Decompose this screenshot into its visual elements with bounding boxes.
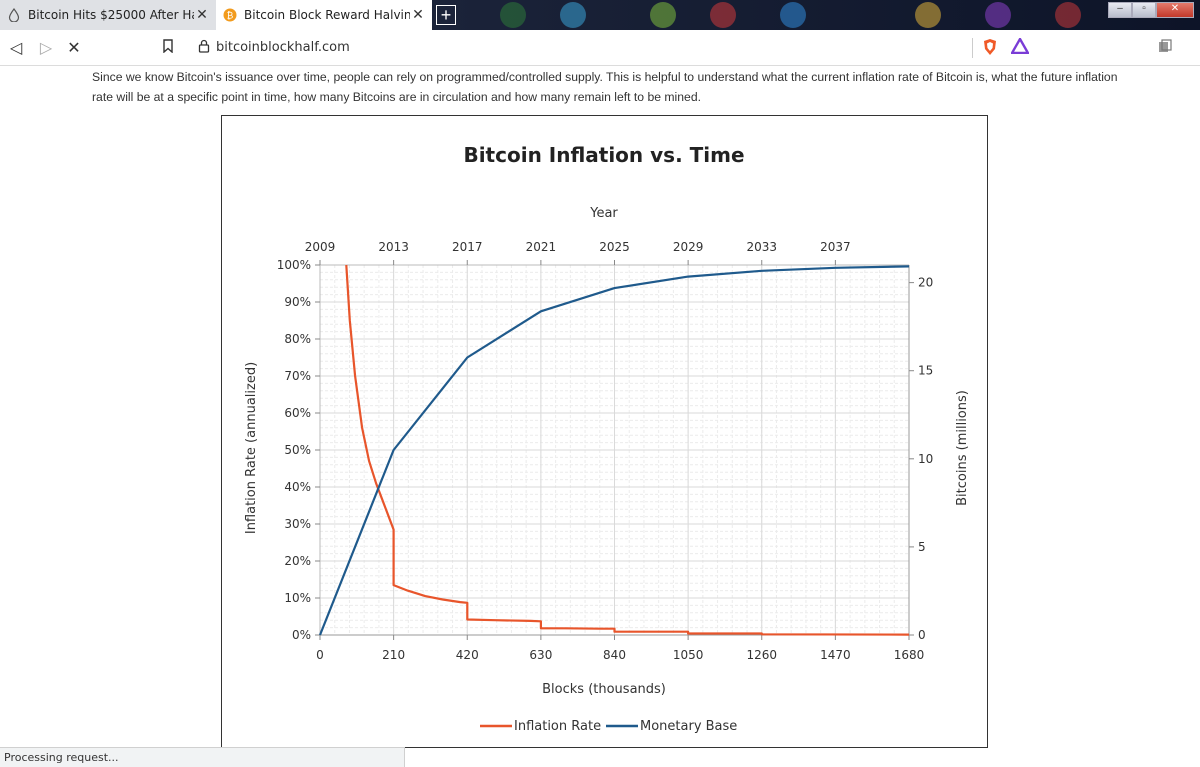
chart-series: [318, 264, 910, 636]
tab-title: Bitcoin Hits $25000 After Halving?: [28, 8, 194, 22]
chart-container: Bitcoin Inflation vs. Time Year Blocks (…: [221, 115, 988, 748]
new-tab-button[interactable]: +: [436, 5, 456, 25]
y-left-tick-label: 60%: [284, 406, 311, 420]
y-right-tick-label: 20: [918, 276, 933, 290]
chart-title: Bitcoin Inflation vs. Time: [463, 143, 744, 167]
top-tick-label: 2025: [599, 240, 630, 254]
y-left-tick-label: 0%: [292, 628, 311, 642]
lock-icon: [194, 38, 214, 58]
y-left-tick-label: 10%: [284, 591, 311, 605]
y-right-tick-label: 15: [918, 364, 933, 378]
minimize-icon[interactable]: –: [1108, 2, 1132, 18]
x-tick-label: 210: [382, 648, 405, 662]
intro-paragraph: Since we know Bitcoin's issuance over ti…: [92, 70, 1118, 104]
series-line-monetary-base: [318, 265, 910, 636]
x-axis-label: Blocks (thousands): [542, 682, 666, 697]
y-left-tick-label: 20%: [284, 554, 311, 568]
tab-strip: Bitcoin Hits $25000 After Halving? ✕ ₿ B…: [0, 0, 1200, 30]
top-tick-label: 2033: [746, 240, 777, 254]
brave-shield-icon[interactable]: [980, 38, 1000, 58]
taskbar-blob: [710, 2, 736, 28]
top-tick-label: 2029: [673, 240, 704, 254]
inflation-chart: Bitcoin Inflation vs. Time Year Blocks (…: [244, 143, 970, 734]
bitcoin-icon: ₿: [222, 7, 238, 23]
close-tab-icon[interactable]: ✕: [412, 7, 424, 23]
taskbar-blob: [915, 2, 941, 28]
y-left-tick-label: 50%: [284, 443, 311, 457]
top-tick-label: 2013: [378, 240, 409, 254]
y-left-tick-label: 70%: [284, 369, 311, 383]
top-axis-label: Year: [589, 206, 618, 221]
chart-grid: [319, 264, 910, 636]
taskbar-blob: [560, 2, 586, 28]
x-tick-label: 1260: [746, 648, 777, 662]
legend-label-monetary-base: Monetary Base: [640, 719, 737, 734]
top-tick-label: 2009: [305, 240, 336, 254]
x-tick-label: 420: [456, 648, 479, 662]
taskbar-blob: [1055, 2, 1081, 28]
status-bar: Processing request...: [0, 747, 405, 767]
address-bar[interactable]: bitcoinblockhalf.com: [216, 40, 350, 55]
window-close-icon[interactable]: ✕: [1156, 2, 1194, 18]
y-left-tick-label: 100%: [277, 258, 311, 272]
extensions-icon[interactable]: [1155, 38, 1175, 58]
forward-icon[interactable]: ▷: [39, 38, 53, 57]
tab-title: Bitcoin Block Reward Halving Cou: [244, 8, 410, 22]
y-right-tick-label: 10: [918, 452, 933, 466]
y-right-tick-label: 0: [918, 628, 926, 642]
stop-loading-icon[interactable]: ✕: [67, 38, 81, 57]
svg-text:₿: ₿: [227, 11, 234, 22]
x-tick-label: 1470: [820, 648, 851, 662]
x-tick-label: 0: [316, 648, 324, 662]
browser-toolbar: ◁ ▷ ✕ bitcoinblockhalf.com: [0, 30, 1200, 66]
bookmark-icon[interactable]: [158, 38, 178, 58]
x-tick-label: 630: [529, 648, 552, 662]
chart-legend: Inflation Rate Monetary Base: [480, 719, 737, 734]
brave-rewards-icon[interactable]: [1009, 36, 1031, 58]
legend-label-inflation-rate: Inflation Rate: [514, 719, 601, 734]
top-tick-label: 2037: [820, 240, 851, 254]
taskbar-blob: [650, 2, 676, 28]
taskbar-blob: [985, 2, 1011, 28]
y-left-tick-label: 40%: [284, 480, 311, 494]
taskbar-blob: [780, 2, 806, 28]
y-axis-left-label: Inflation Rate (annualized): [244, 362, 259, 534]
x-tick-label: 1050: [673, 648, 704, 662]
series-line-inflation-rate: [345, 264, 910, 636]
tab-block-reward-halving[interactable]: ₿ Bitcoin Block Reward Halving Cou ✕: [216, 0, 432, 30]
back-icon[interactable]: ◁: [9, 38, 23, 57]
y-left-tick-label: 80%: [284, 332, 311, 346]
taskbar-blob: [500, 2, 526, 28]
x-tick-label: 1680: [894, 648, 925, 662]
toolbar-divider: [972, 38, 973, 58]
x-tick-label: 840: [603, 648, 626, 662]
close-tab-icon[interactable]: ✕: [196, 7, 208, 23]
top-tick-label: 2017: [452, 240, 483, 254]
drop-icon: [6, 7, 22, 23]
top-tick-label: 2021: [526, 240, 557, 254]
y-right-tick-label: 5: [918, 540, 926, 554]
window-controls: – ▫ ✕: [1108, 2, 1194, 18]
tab-bitcoin-hits[interactable]: Bitcoin Hits $25000 After Halving? ✕: [0, 0, 216, 30]
y-left-tick-label: 90%: [284, 295, 311, 309]
y-left-tick-label: 30%: [284, 517, 311, 531]
y-axis-right-label: Bitcoins (millions): [955, 390, 970, 506]
maximize-icon[interactable]: ▫: [1132, 2, 1156, 18]
